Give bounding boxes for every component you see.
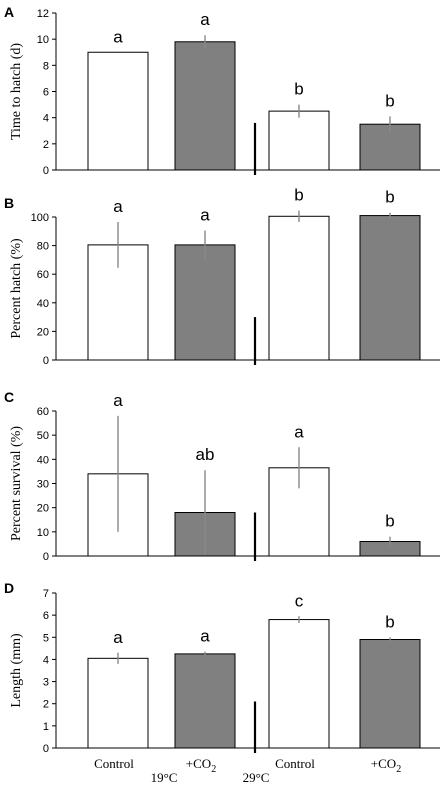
y-tick-label-a-0: 0 [43,165,49,177]
y-tick-label-d-2: 2 [43,699,49,711]
bar-d-1 [87,657,149,749]
y-tick-label-c-20: 20 [37,503,49,515]
y-tick-label-a-10: 10 [37,34,49,46]
y-tick-label-d-7: 7 [43,588,49,600]
panel-a: A Time to hatch (d) 0 2 4 6 8 10 12 a a b b [4,4,440,177]
y-axis-label-b: Percent hatch (%) [9,238,24,339]
significance-label-d-1: a [113,628,123,647]
x-category-text-3: Control [275,756,315,771]
y-tick-label-d-6: 6 [43,610,49,622]
y-tick-label-b-80: 80 [37,241,49,253]
significance-label-a-2: a [200,10,210,29]
significance-label-b-4: b [385,188,394,207]
significance-label-b-3: b [294,186,303,205]
x-category-label-1: Control [94,756,134,771]
significance-label-b-2: a [200,206,210,225]
y-tick-label-c-10: 10 [37,527,49,539]
significance-label-d-2: a [200,627,210,646]
panel-letter-d: D [4,580,14,596]
y-tick-label-a-12: 12 [37,8,49,20]
y-tick-label-d-3: 3 [43,677,49,689]
y-tick-label-b-0: 0 [43,355,49,367]
y-tick-label-a-6: 6 [43,87,49,99]
panel-letter-b: B [4,195,14,211]
significance-label-d-4: b [385,612,394,631]
significance-label-d-3: c [295,591,304,610]
x-category-subscript-2: 2 [211,764,216,775]
x-category-text-4: +CO [371,756,396,771]
y-tick-label-d-0: 0 [43,743,49,755]
y-tick-label-c-60: 60 [37,406,49,418]
significance-label-a-4: b [385,91,394,110]
bar-b-2 [174,244,236,361]
temperature-group-label-1: 19°C [151,770,178,785]
x-category-text-2: +CO [186,756,211,771]
y-tick-label-a-4: 4 [43,113,49,125]
panel-b: B Percent hatch (%) 0 20 40 60 80 100 a a b b [4,186,440,367]
y-axis-label-c: Percent survival (%) [9,426,24,541]
y-tick-label-a-8: 8 [43,60,49,72]
y-axis-label-a: Time to hatch (d) [9,43,24,140]
x-category-subscript-4: 2 [396,764,401,775]
panel-letter-c: C [4,389,14,405]
significance-label-c-3: a [294,422,304,441]
y-tick-label-c-40: 40 [37,454,49,466]
y-axis-label-d: Length (mm) [9,633,24,708]
bar-a-1 [87,51,149,171]
x-category-label-3: Control [275,756,315,771]
bar-b-4 [359,215,421,361]
y-tick-label-b-100: 100 [31,212,49,224]
x-category-label-2: +CO2 [186,756,216,775]
bar-a-3 [268,110,330,171]
y-tick-label-b-40: 40 [37,298,49,310]
significance-label-b-1: a [113,197,123,216]
bar-d-2 [174,653,236,749]
y-tick-label-a-2: 2 [43,139,49,151]
y-tick-label-d-1: 1 [43,721,49,733]
bar-a-2 [174,41,236,171]
panel-letter-a: A [4,4,14,20]
bar-d-3 [268,619,330,749]
significance-label-c-4: b [385,512,394,531]
significance-label-c-1: a [113,391,123,410]
y-tick-label-c-50: 50 [37,430,49,442]
temperature-group-label-2: 29°C [243,770,270,785]
y-tick-label-b-60: 60 [37,269,49,281]
y-tick-label-c-30: 30 [37,479,49,491]
y-tick-label-d-4: 4 [43,654,49,666]
panel-d: D Length (mm) 0 1 2 3 4 5 6 7 a a c b [4,580,440,755]
bar-b-3 [268,215,330,361]
significance-label-a-1: a [113,27,123,46]
y-tick-label-c-0: 0 [43,551,49,563]
bar-d-4 [359,639,421,749]
x-category-label-4: +CO2 [371,756,401,775]
significance-label-a-3: b [294,80,303,99]
significance-label-c-2: ab [196,445,215,464]
x-category-text-1: Control [94,756,134,771]
y-tick-label-d-5: 5 [43,632,49,644]
y-tick-label-b-20: 20 [37,326,49,338]
